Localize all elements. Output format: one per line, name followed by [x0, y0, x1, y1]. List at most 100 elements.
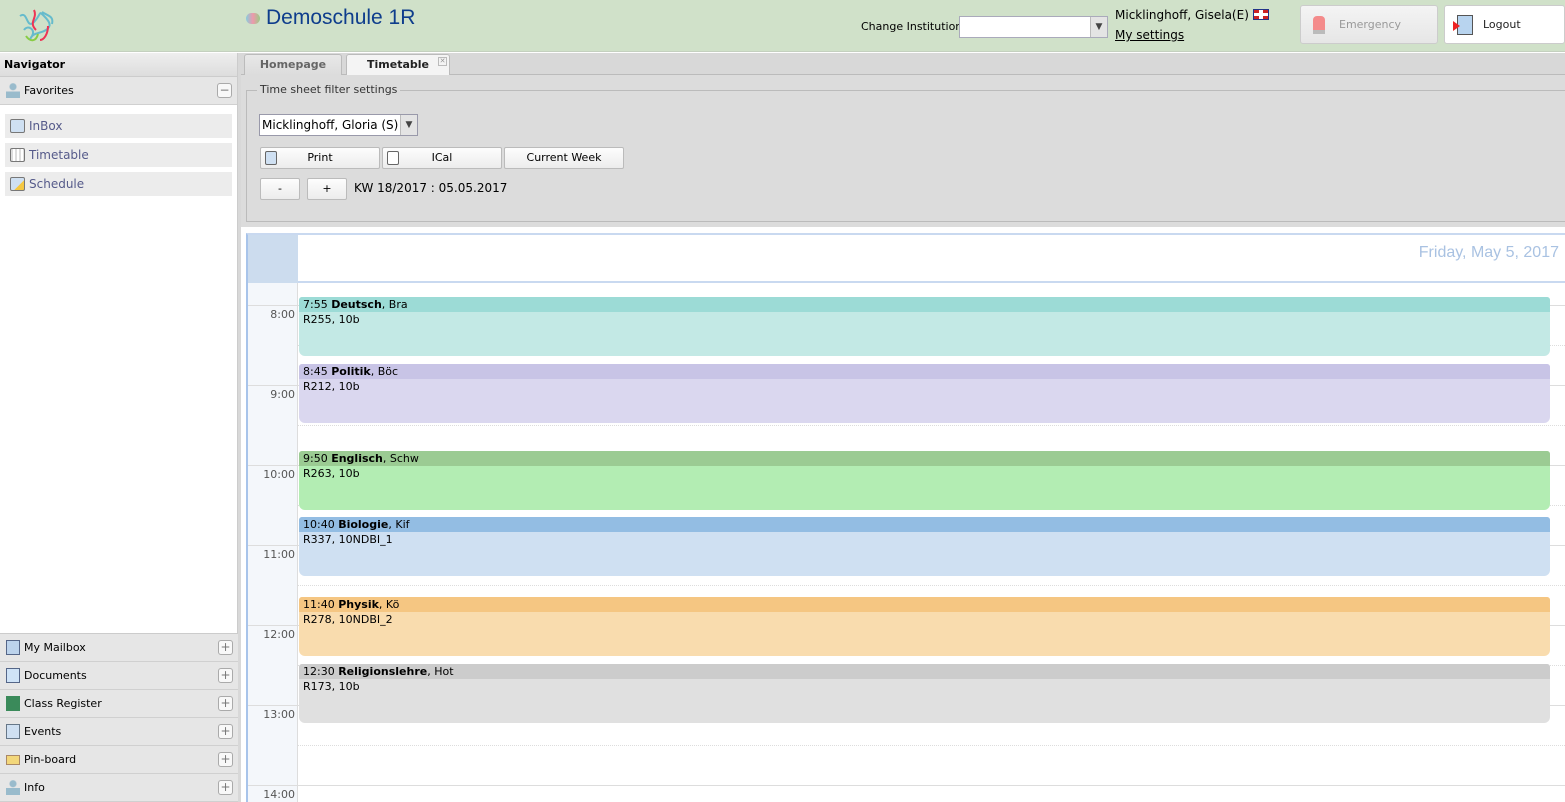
- event-title: 12:30 Religionslehre, Hot: [299, 664, 1550, 679]
- event-teacher: Schw: [389, 451, 419, 465]
- hour-label: 10:00: [263, 468, 295, 481]
- event-teacher: Böc: [377, 365, 399, 378]
- event-teacher: Kö: [385, 598, 400, 612]
- event-room: R263, 10b: [303, 466, 360, 480]
- lesson-event[interactable]: 10:40 Biologie, Kif R337, 10NDBI_1: [299, 517, 1550, 577]
- school-icon: [246, 12, 260, 24]
- expand-icon[interactable]: +: [218, 696, 233, 711]
- favorite-schedule[interactable]: Schedule: [5, 172, 232, 196]
- day-calendar: Friday, May 5, 2017 8:00 9:00 10:00 11:00 12…: [246, 233, 1565, 802]
- institution-select[interactable]: ▼: [959, 16, 1108, 38]
- tab-bar: Homepage Timetable ✕: [241, 53, 1565, 75]
- app-header: Demoschule 1R Change Institution ▼ Mickl…: [0, 0, 1565, 52]
- next-week-button[interactable]: +: [307, 178, 347, 200]
- event-time: 7:55: [303, 298, 328, 312]
- calendar-day-header: Friday, May 5, 2017: [298, 235, 1565, 283]
- section-documents[interactable]: Documents +: [0, 662, 238, 690]
- time-gutter: [248, 283, 298, 802]
- timetable-icon: [10, 148, 25, 162]
- school-title: Demoschule 1R: [246, 6, 415, 30]
- event-teacher: Bra: [388, 298, 408, 312]
- tab-homepage[interactable]: Homepage: [244, 54, 342, 75]
- section-events[interactable]: Events +: [0, 718, 238, 746]
- filter-panel: Time sheet filter settings Micklinghoff,…: [241, 75, 1565, 227]
- lesson-event[interactable]: 7:55 Deutsch, Bra R255, 10b: [299, 297, 1550, 357]
- close-icon[interactable]: ✕: [438, 57, 447, 66]
- event-title: 10:40 Biologie, Kif: [299, 517, 1550, 533]
- logout-label: Logout: [1483, 18, 1521, 31]
- calendar-icon: [387, 151, 399, 165]
- ical-label: ICal: [431, 151, 453, 164]
- hour-label: 8:00: [270, 308, 295, 321]
- section-info[interactable]: Info +: [0, 774, 238, 802]
- expand-icon[interactable]: +: [218, 724, 233, 739]
- day-title: Friday, May 5, 2017: [1418, 244, 1559, 261]
- tab-timetable[interactable]: Timetable ✕: [346, 54, 450, 75]
- event-room: R337, 10NDBI_1: [303, 533, 393, 547]
- previous-week-button[interactable]: -: [260, 178, 300, 200]
- ical-button[interactable]: ICal: [382, 147, 502, 169]
- event-subject: Deutsch: [331, 298, 382, 312]
- event-room: R278, 10NDBI_2: [303, 613, 393, 627]
- lesson-event[interactable]: 8:45 Politik, Böc R212, 10b: [299, 364, 1550, 423]
- favorite-timetable[interactable]: Timetable: [5, 143, 232, 167]
- expand-icon[interactable]: +: [218, 780, 233, 795]
- lesson-event[interactable]: 11:40 Physik, Kö R278, 10NDBI_2: [299, 597, 1550, 657]
- event-title: 7:55 Deutsch, Bra: [299, 297, 1550, 313]
- event-time: 11:40: [303, 598, 335, 612]
- change-institution-label: Change Institution: [861, 20, 963, 33]
- week-label: KW 18/2017 : 05.05.2017: [354, 181, 508, 195]
- event-time: 8:45: [303, 365, 328, 378]
- person-select[interactable]: Micklinghoff, Gloria (S) ▼: [259, 114, 418, 136]
- event-room: R255, 10b: [303, 313, 360, 327]
- event-subject: Biologie: [338, 518, 389, 532]
- current-week-button[interactable]: Current Week: [504, 147, 624, 169]
- mailbox-icon: [6, 640, 20, 655]
- collapse-icon[interactable]: −: [217, 83, 232, 98]
- hour-label: 13:00: [263, 708, 295, 721]
- panel-splitter[interactable]: [238, 53, 241, 802]
- event-title: 9:50 Englisch, Schw: [299, 450, 1550, 466]
- hour-label: 14:00: [263, 788, 295, 801]
- book-icon: [6, 696, 20, 711]
- calendar-icon: [6, 724, 20, 739]
- section-class-register[interactable]: Class Register +: [0, 690, 238, 718]
- event-subject: Physik: [338, 598, 379, 612]
- person-icon: [6, 83, 20, 98]
- section-label: Class Register: [24, 697, 102, 710]
- chevron-down-icon[interactable]: ▼: [400, 115, 417, 135]
- event-subject: Religionslehre: [338, 665, 428, 678]
- school-name: Demoschule 1R: [266, 6, 416, 29]
- event-teacher: Hot: [434, 665, 454, 678]
- logout-button[interactable]: Logout: [1444, 5, 1565, 44]
- event-title: 11:40 Physik, Kö: [299, 597, 1550, 613]
- favorite-inbox[interactable]: InBox: [5, 114, 232, 138]
- emergency-button[interactable]: Emergency: [1300, 5, 1438, 44]
- section-pin-board[interactable]: Pin-board +: [0, 746, 238, 774]
- uk-flag-icon[interactable]: [1252, 9, 1269, 20]
- section-my-mailbox[interactable]: My Mailbox +: [0, 634, 238, 662]
- favorite-label: InBox: [29, 119, 63, 133]
- expand-icon[interactable]: +: [218, 640, 233, 655]
- filter-fieldset: Time sheet filter settings: [246, 83, 1565, 222]
- print-button[interactable]: Print: [260, 147, 380, 169]
- schedule-icon: [10, 177, 25, 191]
- navigator-title: Navigator: [0, 53, 237, 77]
- lesson-event[interactable]: 9:50 Englisch, Schw R263, 10b: [299, 450, 1550, 510]
- person-icon: [6, 780, 20, 795]
- event-time: 12:30: [303, 665, 335, 678]
- expand-icon[interactable]: +: [218, 668, 233, 683]
- section-favorites[interactable]: Favorites −: [0, 77, 237, 105]
- expand-icon[interactable]: +: [218, 752, 233, 767]
- hour-label: 9:00: [270, 388, 295, 401]
- calendar-corner: [248, 235, 298, 283]
- school-logo: [19, 9, 54, 42]
- event-teacher: Kif: [395, 518, 410, 532]
- lesson-event[interactable]: 12:30 Religionslehre, Hot R173, 10b: [299, 664, 1550, 723]
- logout-door-icon: [1453, 15, 1473, 35]
- my-settings-link[interactable]: My settings: [1115, 28, 1185, 42]
- person-value: Micklinghoff, Gloria (S): [262, 118, 399, 132]
- chevron-down-icon[interactable]: ▼: [1090, 17, 1107, 37]
- tab-label: Timetable: [367, 58, 429, 71]
- event-time: 9:50: [303, 451, 328, 465]
